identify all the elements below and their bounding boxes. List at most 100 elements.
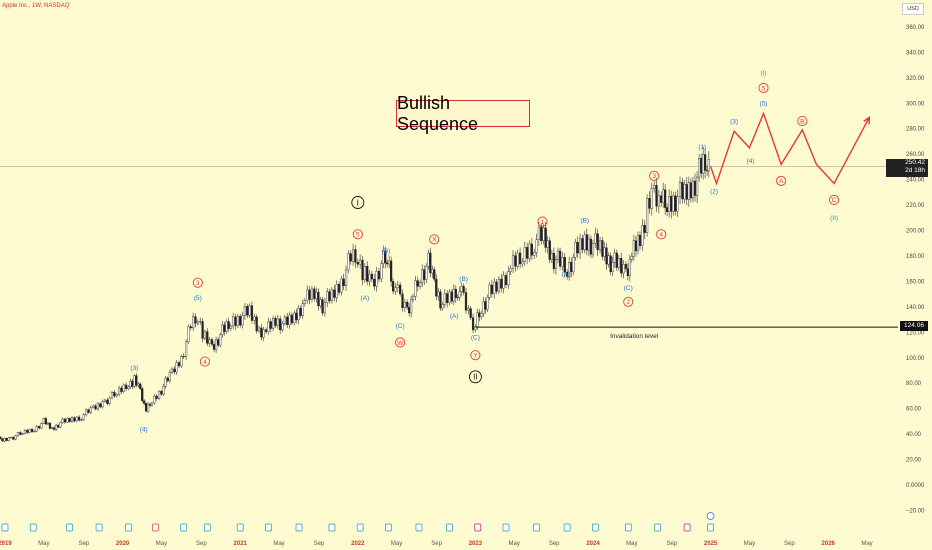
invalidation-price-label: 124.06 bbox=[900, 321, 928, 331]
candle-body bbox=[328, 291, 331, 302]
currency-button[interactable]: USD bbox=[902, 3, 924, 15]
candle-body bbox=[182, 356, 185, 358]
x-tick-label: May bbox=[509, 541, 520, 547]
candle-body bbox=[441, 304, 444, 309]
y-tick-label: 320.00 bbox=[906, 76, 925, 82]
candle-body bbox=[480, 313, 483, 318]
wave-label: 4 bbox=[659, 232, 663, 239]
x-tick-label: May bbox=[744, 541, 755, 547]
chart-title: Bullish Sequence bbox=[396, 93, 530, 134]
candle-body bbox=[482, 301, 485, 314]
earnings-icon bbox=[29, 523, 37, 532]
earnings-icon bbox=[385, 523, 392, 532]
candle-body bbox=[1, 438, 4, 442]
candle-body bbox=[380, 263, 383, 280]
candle-body bbox=[57, 424, 60, 428]
candle-body bbox=[262, 329, 265, 338]
x-tick-label: Sep bbox=[431, 541, 442, 547]
candle-body bbox=[437, 291, 440, 297]
earnings-icon bbox=[563, 523, 571, 532]
candle-body bbox=[435, 278, 438, 297]
x-tick-label: Sep bbox=[666, 541, 677, 547]
candle-body bbox=[267, 321, 270, 332]
candle-body bbox=[406, 301, 409, 308]
candle-body bbox=[241, 315, 244, 326]
x-tick-label: 2021 bbox=[234, 541, 248, 547]
candle-body bbox=[414, 280, 417, 297]
earnings-icon bbox=[152, 523, 159, 532]
earnings-icon bbox=[654, 523, 662, 532]
earnings-icon bbox=[295, 523, 303, 532]
candle-body bbox=[460, 286, 463, 292]
candle-body bbox=[131, 380, 134, 387]
y-tick-label: −20.00 bbox=[906, 508, 925, 514]
candle-body bbox=[634, 240, 638, 252]
candle-body bbox=[399, 284, 402, 295]
candle-body bbox=[368, 273, 371, 282]
wave-label: 3 bbox=[652, 173, 656, 180]
candle-body bbox=[366, 266, 369, 282]
candle-body bbox=[454, 288, 457, 298]
candle-body bbox=[544, 227, 547, 248]
x-tick-label: Sep bbox=[549, 541, 560, 547]
candle-body bbox=[73, 417, 76, 422]
candle-body bbox=[19, 432, 22, 435]
candle-body bbox=[431, 269, 434, 274]
candle-body bbox=[526, 247, 529, 259]
candle-body bbox=[641, 225, 644, 246]
wave-label: 5 bbox=[762, 85, 766, 92]
candle-body bbox=[518, 252, 522, 265]
candle-body bbox=[540, 226, 543, 241]
candle-body bbox=[217, 339, 220, 346]
candle-body bbox=[419, 282, 422, 287]
candle-body bbox=[92, 405, 95, 408]
wave-label: 1 bbox=[541, 219, 545, 226]
earnings-icon bbox=[203, 523, 211, 532]
current-price-countdown: 2d 18h bbox=[905, 167, 925, 174]
candle-body bbox=[427, 252, 430, 267]
candle-body bbox=[3, 438, 6, 442]
candle-body bbox=[521, 261, 524, 265]
candle-body bbox=[80, 419, 83, 421]
candle-body bbox=[223, 324, 226, 332]
wave-label: (A) bbox=[562, 271, 571, 278]
y-tick-label: 340.00 bbox=[906, 50, 925, 56]
candle-body bbox=[624, 264, 628, 269]
earnings-icon bbox=[415, 523, 423, 532]
wave-label-circle bbox=[537, 216, 548, 227]
candle-body bbox=[55, 424, 58, 430]
candle-body bbox=[351, 249, 355, 262]
candle-body bbox=[707, 158, 710, 172]
candle-body bbox=[474, 326, 477, 331]
current-price-label: 250.42 2d 18h bbox=[886, 159, 928, 177]
candle-body bbox=[563, 257, 566, 273]
candle-body bbox=[705, 170, 709, 172]
candle-body bbox=[698, 158, 701, 178]
x-tick-label: 2022 bbox=[351, 541, 365, 547]
candle-body bbox=[146, 403, 150, 412]
candle-body bbox=[609, 255, 612, 272]
candle-body bbox=[203, 331, 207, 339]
candle-body bbox=[337, 284, 341, 293]
candle-body bbox=[704, 154, 707, 171]
wave-label: C bbox=[832, 197, 837, 204]
wave-label: (A) bbox=[361, 295, 370, 302]
wave-label: (I) bbox=[760, 70, 766, 77]
candle-body bbox=[676, 196, 679, 212]
candle-body bbox=[319, 299, 322, 307]
candle-body bbox=[495, 281, 498, 292]
candle-body bbox=[700, 158, 703, 174]
earnings-icon bbox=[502, 523, 510, 532]
candle-body bbox=[361, 259, 364, 281]
candle-body bbox=[375, 271, 378, 287]
wave-label: (B) bbox=[580, 218, 589, 225]
candle-body bbox=[96, 403, 100, 410]
earnings-icon bbox=[125, 523, 132, 532]
candle-body bbox=[693, 180, 697, 196]
candle-body bbox=[106, 399, 109, 404]
x-tick-label: May bbox=[156, 541, 167, 547]
candle-body bbox=[103, 399, 107, 402]
candle-body bbox=[340, 278, 343, 293]
dividend-icon bbox=[706, 512, 715, 520]
